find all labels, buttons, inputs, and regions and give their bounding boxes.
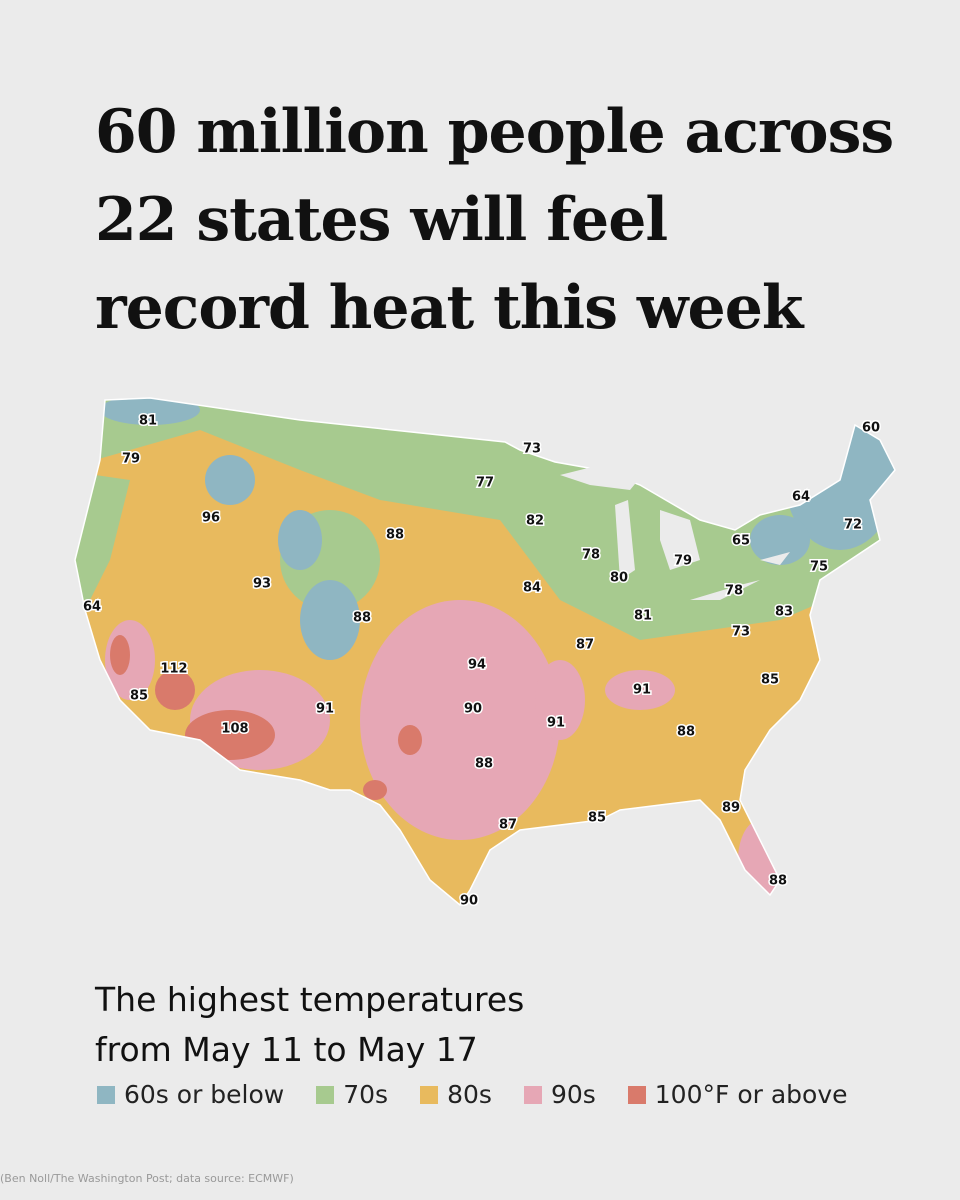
title-line: 60 million people across bbox=[95, 97, 894, 167]
temp-label: 79 bbox=[122, 452, 140, 467]
temp-label: 64 bbox=[83, 600, 101, 615]
temp-label: 88 bbox=[386, 528, 404, 543]
temp-label: 72 bbox=[844, 518, 862, 533]
temp-label: 84 bbox=[523, 581, 541, 596]
temp-label: 85 bbox=[588, 811, 606, 826]
temp-label: 91 bbox=[316, 702, 334, 717]
temp-label: 85 bbox=[761, 673, 779, 688]
legend: 60s or below 70s 80s 90s 100°F or above bbox=[97, 1080, 848, 1109]
temp-label: 91 bbox=[633, 683, 651, 698]
temp-label: 78 bbox=[582, 548, 600, 563]
caption-line: The highest temperatures bbox=[95, 980, 525, 1019]
legend-item: 100°F or above bbox=[627, 1080, 848, 1109]
legend-swatch bbox=[97, 1085, 115, 1104]
temp-label: 77 bbox=[476, 476, 494, 491]
legend-item: 90s bbox=[523, 1080, 596, 1109]
source: (Ben Noll/The Washington Post; data sour… bbox=[0, 1172, 294, 1185]
legend-swatch bbox=[523, 1085, 542, 1104]
temp-label: 81 bbox=[139, 414, 157, 429]
legend-label: 90s bbox=[550, 1080, 596, 1109]
legend-item: 60s or below bbox=[97, 1080, 284, 1109]
temp-label: 78 bbox=[725, 584, 743, 599]
temp-label: 96 bbox=[202, 511, 220, 526]
temp-label: 90 bbox=[460, 894, 478, 909]
temp-label: 82 bbox=[526, 514, 544, 529]
legend-label: 70s bbox=[343, 1080, 389, 1109]
temp-label: 88 bbox=[475, 757, 493, 772]
legend-item: 70s bbox=[316, 1080, 388, 1109]
legend-label: 80s bbox=[447, 1080, 492, 1109]
temp-label: 88 bbox=[353, 611, 371, 626]
temp-label: 65 bbox=[732, 534, 750, 549]
legend-item: 80s bbox=[420, 1080, 492, 1109]
temp-label: 75 bbox=[810, 560, 828, 575]
temp-label: 80 bbox=[610, 571, 628, 586]
legend-swatch bbox=[627, 1085, 646, 1104]
temp-label: 93 bbox=[253, 577, 271, 592]
temp-label: 85 bbox=[130, 689, 148, 704]
temp-label: 88 bbox=[769, 874, 787, 889]
temp-label: 90 bbox=[464, 702, 482, 717]
temp-label: 79 bbox=[674, 554, 692, 569]
temp-label: 64 bbox=[792, 490, 810, 505]
caption-line: from May 11 to May 17 bbox=[95, 1030, 478, 1069]
temp-label: 89 bbox=[722, 801, 740, 816]
title-line: record heat this week bbox=[95, 273, 803, 343]
lakes bbox=[560, 465, 790, 600]
legend-label: 100°F or above bbox=[654, 1080, 848, 1109]
temp-label: 91 bbox=[547, 716, 565, 731]
temp-label: 73 bbox=[523, 442, 541, 457]
temp-label: 108 bbox=[221, 722, 248, 737]
temp-label: 87 bbox=[499, 818, 517, 833]
map: 81 79 96 93 64 112 85 108 91 88 88 73 77 82 78 84 80 79 65… bbox=[74, 397, 896, 910]
temp-label: 83 bbox=[775, 605, 793, 620]
legend-swatch bbox=[420, 1085, 439, 1104]
temp-label: 60 bbox=[862, 421, 880, 436]
temp-label: 87 bbox=[576, 638, 594, 653]
temp-label: 88 bbox=[677, 725, 695, 740]
caption: The highest temperatures from May 11 to M… bbox=[95, 975, 524, 1075]
map-fill bbox=[75, 398, 895, 905]
temp-label: 81 bbox=[634, 609, 652, 624]
title: 60 million people across 22 states will f… bbox=[95, 88, 894, 352]
temp-label: 94 bbox=[468, 658, 486, 673]
legend-swatch bbox=[316, 1085, 335, 1104]
temp-label: 112 bbox=[160, 662, 187, 677]
temp-label: 73 bbox=[732, 625, 750, 640]
title-line: 22 states will feel bbox=[95, 185, 668, 255]
legend-label: 60s or below bbox=[124, 1080, 285, 1109]
